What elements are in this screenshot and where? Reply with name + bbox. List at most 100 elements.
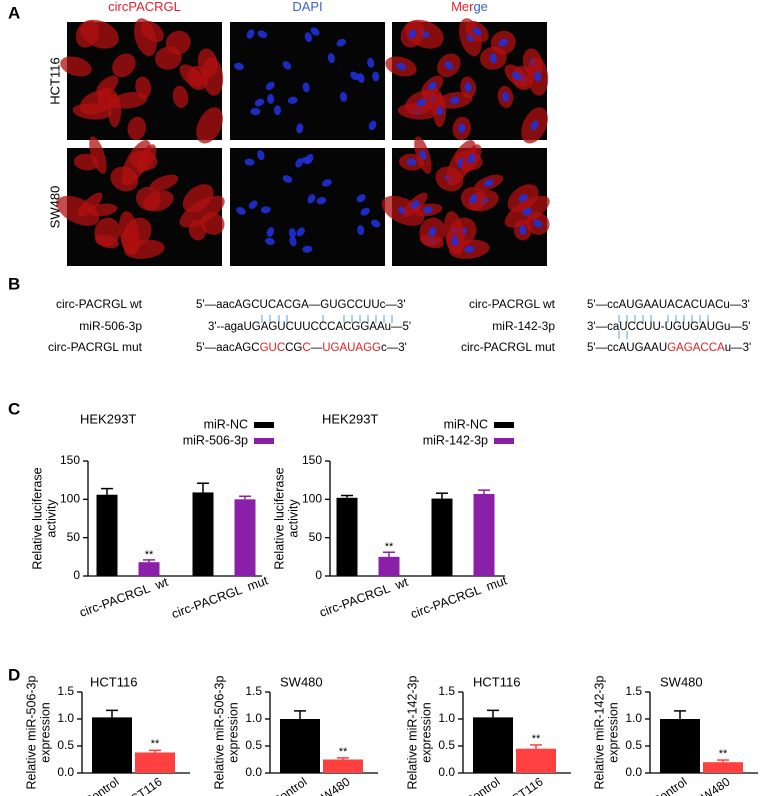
text-segment: GAGACCA — [667, 342, 725, 354]
nucleus — [250, 107, 261, 116]
bar — [703, 762, 743, 773]
legend-label: miR-506-3p — [183, 433, 248, 447]
nucleus — [356, 194, 366, 203]
text-segment: 3'—caUCCUU-UGUGAUGu—5' — [587, 321, 751, 333]
segmented-text: circPACRGL — [108, 0, 181, 14]
nucleus — [296, 227, 305, 237]
bar — [135, 752, 175, 773]
bar — [473, 717, 513, 773]
nucleus — [422, 206, 433, 214]
sequence-label: circ-PACRGL wt — [56, 297, 143, 311]
text-segment: Mer — [451, 0, 474, 14]
nucleus — [371, 219, 381, 228]
panel-label: C — [8, 399, 20, 418]
y-axis-label: Relative miR-506-3p — [212, 675, 226, 789]
y-tick-label: 0.5 — [245, 738, 262, 752]
nucleus — [458, 123, 466, 134]
nucleus — [327, 53, 335, 64]
nucleus — [236, 207, 246, 215]
chart-title: HCT116 — [473, 674, 520, 689]
segmented-text: 5'—aacAGCUCACGA—GUGCCUUc—3' — [196, 299, 406, 311]
nucleus — [533, 219, 543, 228]
nucleus — [360, 207, 370, 216]
nucleus — [484, 179, 494, 187]
nucleus — [289, 236, 297, 247]
nucleus — [339, 91, 348, 102]
x-tick-label: Control — [650, 775, 690, 796]
nucleus — [512, 71, 521, 81]
nucleus — [467, 153, 476, 164]
y-tick-label: 0.5 — [57, 738, 74, 752]
bar — [192, 492, 214, 576]
nucleus — [234, 62, 244, 71]
y-tick-label: 0.5 — [625, 738, 642, 752]
text-segment: 5'—ccAUGAAUACACUACu—3' — [587, 299, 750, 311]
bar — [323, 759, 363, 773]
y-tick-label: 0.0 — [245, 765, 262, 779]
nucleus — [267, 93, 275, 104]
cell-red — [140, 20, 164, 43]
sequence-label: miR-506-3p — [79, 319, 142, 333]
nucleus — [265, 237, 275, 245]
segmented-text: 5'—ccAUGAAUGAGACCAu—3' — [587, 342, 751, 354]
cell-red — [135, 187, 161, 211]
y-axis-label: expression — [606, 702, 620, 762]
text-segment: C — [302, 342, 310, 354]
bar — [431, 498, 453, 576]
legend-swatch — [494, 438, 514, 444]
nucleus — [305, 153, 314, 164]
x-tick-label: circ-PACRGL wt — [318, 575, 411, 620]
cell-red — [149, 174, 179, 192]
pairing-lines — [261, 315, 709, 339]
nucleus — [304, 32, 313, 43]
nucleus — [246, 29, 255, 39]
chart-title: HEK293T — [80, 411, 136, 426]
nucleus — [302, 245, 313, 253]
nucleus — [287, 96, 298, 104]
cell-red — [179, 195, 225, 228]
cell-red — [121, 229, 139, 254]
legend-swatch — [254, 438, 274, 444]
nucleus — [368, 120, 377, 131]
sequence-label: circ-PACRGL mut — [48, 340, 143, 354]
nucleus — [316, 197, 327, 205]
y-axis-label: Relative miR-142-3p — [405, 675, 419, 789]
cell-red — [94, 217, 121, 247]
y-axis-label: Relative miR-506-3p — [24, 675, 38, 789]
nucleus — [498, 38, 509, 47]
nucleus — [357, 73, 365, 83]
text-segment: ge — [473, 0, 487, 14]
y-axis-label: expression — [226, 702, 240, 762]
panel-label: A — [8, 3, 20, 22]
text-segment: 3'--agaUGAGUCUUCCCACGGAAu—5' — [208, 321, 411, 333]
nucleus — [254, 98, 265, 107]
nucleus — [288, 228, 296, 239]
nucleus — [530, 120, 539, 131]
y-tick-label: 1.0 — [625, 711, 642, 725]
nucleus — [444, 61, 454, 70]
nucleus — [464, 82, 472, 93]
segmented-text: 5'—aacAGCGUCCGC—UGAUAGGc—3' — [196, 342, 407, 354]
nucleus — [449, 96, 460, 104]
text-segment: 5'—aacAGC — [196, 342, 260, 354]
cell-red — [77, 192, 103, 217]
nucleus — [357, 225, 365, 236]
nucleus — [534, 71, 542, 82]
bar — [234, 499, 256, 576]
y-tick-label: 0 — [315, 568, 322, 582]
y-tick-label: 0.0 — [438, 765, 455, 779]
nucleus — [396, 62, 406, 71]
text-segment: u—3' — [725, 342, 752, 354]
y-tick-label: 1.5 — [438, 684, 455, 698]
nucleus — [296, 123, 304, 134]
nucleus — [522, 207, 532, 216]
nucleus — [260, 206, 271, 214]
significance: ** — [145, 549, 154, 561]
significance: ** — [339, 746, 348, 758]
chart-title: HEK293T — [322, 411, 378, 426]
panel-label: B — [8, 274, 20, 293]
nucleus — [406, 158, 417, 166]
nucleus — [501, 91, 510, 102]
y-axis-label: Relative luciferase — [30, 467, 44, 569]
